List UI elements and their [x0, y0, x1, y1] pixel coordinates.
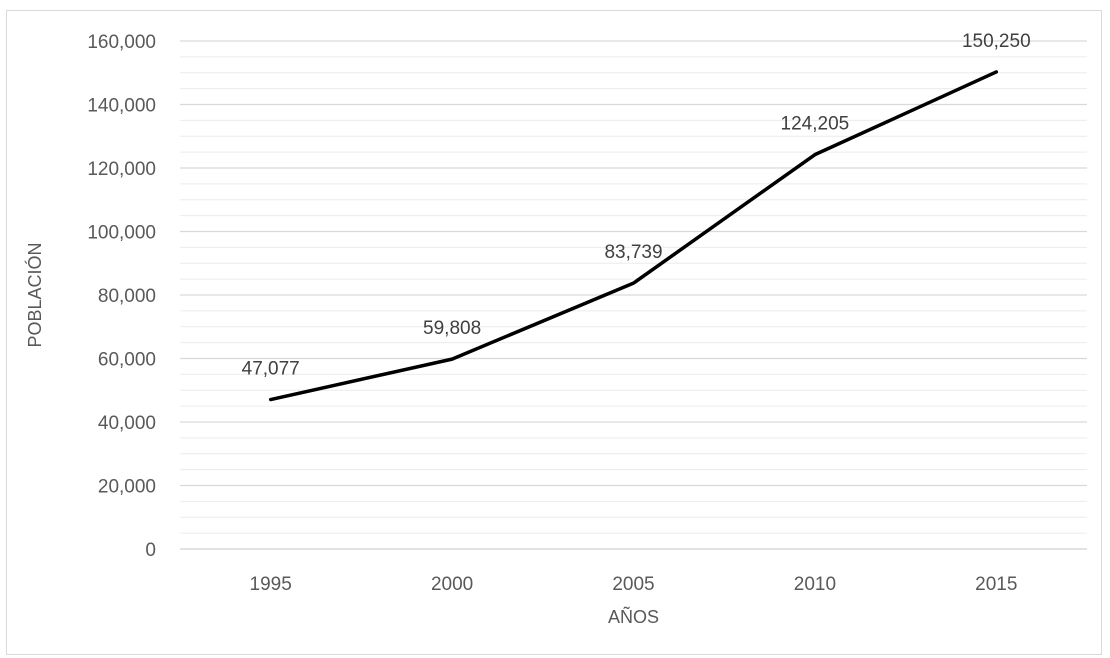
y-axis-title: POBLACIÓN [24, 242, 45, 347]
series-line [268, 70, 999, 402]
x-tick-label: 2015 [975, 574, 1017, 595]
data-label: 59,808 [423, 318, 481, 339]
x-axis-title: AÑOS [608, 606, 659, 627]
series-lines [268, 70, 999, 402]
y-tick-label: 80,000 [98, 286, 156, 307]
y-axis-tick-labels: 0 20,000 40,000 60,000 80,000 100,000 120,000 1… [87, 32, 156, 561]
data-label: 83,739 [604, 242, 662, 263]
x-tick-label: 2000 [431, 574, 473, 595]
y-tick-label: 100,000 [87, 223, 156, 244]
y-tick-label: 120,000 [87, 159, 156, 180]
data-label: 47,077 [242, 359, 300, 380]
y-tick-label: 160,000 [87, 32, 156, 53]
data-label: 150,250 [962, 31, 1031, 52]
minor-gridlines [180, 56, 1087, 534]
y-tick-label: 40,000 [98, 413, 156, 434]
major-gridlines [180, 40, 1087, 487]
y-tick-label: 60,000 [98, 350, 156, 371]
data-labels: 47,077 59,808 83,739 124,205 150,250 [242, 31, 1031, 380]
y-tick-label: 0 [145, 540, 156, 561]
x-tick-label: 2010 [794, 574, 836, 595]
y-tick-label: 20,000 [98, 477, 156, 498]
data-label: 124,205 [781, 114, 850, 135]
x-axis-tick-labels: 1995 2000 2005 2010 2015 [250, 574, 1018, 595]
chart-frame [6, 10, 1102, 655]
y-tick-label: 140,000 [87, 96, 156, 117]
x-tick-label: 2005 [612, 574, 654, 595]
x-tick-label: 1995 [250, 574, 292, 595]
